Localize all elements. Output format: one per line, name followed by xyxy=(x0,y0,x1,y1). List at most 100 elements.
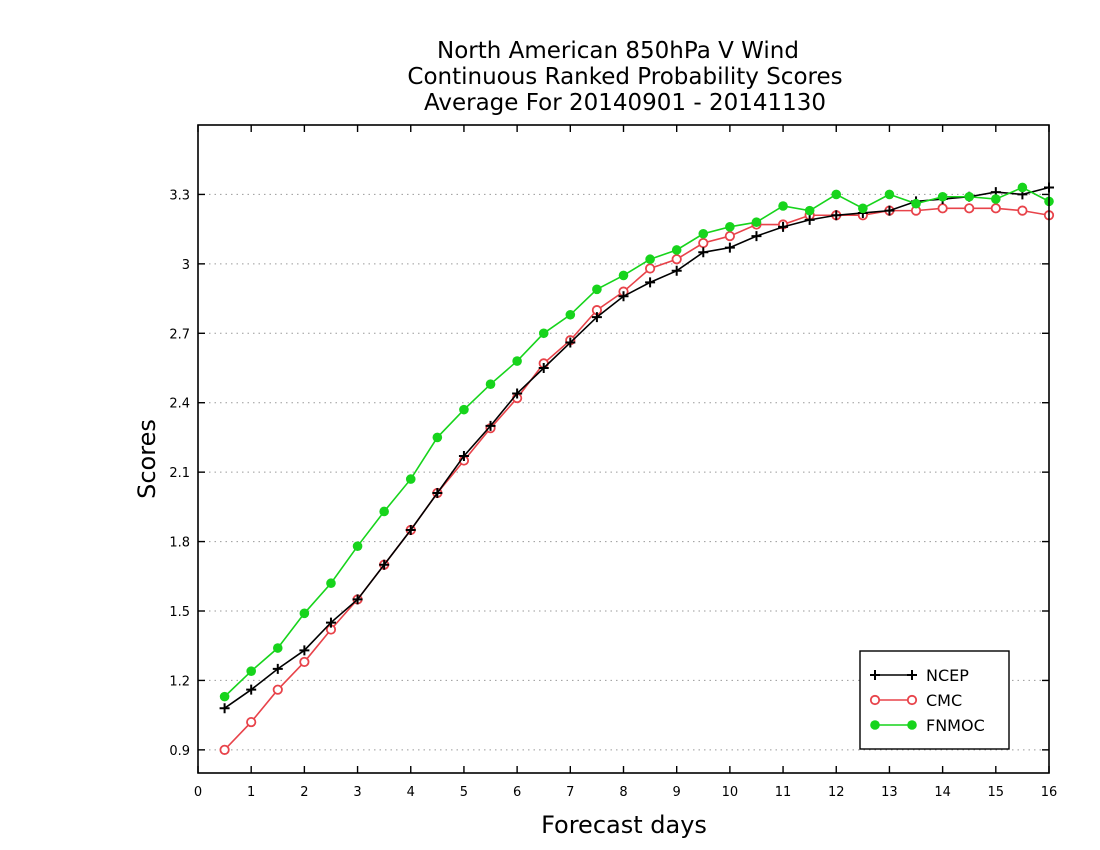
data-point-cmc xyxy=(246,716,257,728)
series-line-ncep xyxy=(224,186,1050,709)
x-tick-label: 4 xyxy=(407,785,415,800)
x-tick-label: 11 xyxy=(775,785,792,800)
data-point-cmc xyxy=(272,684,283,695)
data-point-ncep xyxy=(538,363,549,373)
data-point-fnmoc xyxy=(937,191,948,202)
chart-title: North American 850hPa V Wind Continuous … xyxy=(407,38,842,116)
data-point-fnmoc xyxy=(618,270,629,281)
data-point-fnmoc xyxy=(778,201,788,211)
data-point-fnmoc xyxy=(804,205,815,216)
data-point-fnmoc xyxy=(246,666,256,676)
y-tick-label: 3.3 xyxy=(169,188,190,203)
data-point-fnmoc xyxy=(858,203,868,214)
y-tick-label: 2.4 xyxy=(169,397,190,412)
data-point-fnmoc xyxy=(645,254,655,265)
data-point-ncep xyxy=(325,617,336,628)
legend-marker-ncep xyxy=(870,670,880,680)
legend-marker-cmc xyxy=(906,694,918,706)
data-point-ncep xyxy=(645,277,656,288)
data-point-ncep xyxy=(272,663,283,674)
data-point-fnmoc xyxy=(831,189,842,200)
data-point-ncep xyxy=(804,214,815,225)
data-point-fnmoc xyxy=(485,379,496,390)
title-line-3: Average For 20140901 - 20141130 xyxy=(424,90,826,116)
x-tick-label: 5 xyxy=(460,785,468,800)
data-point-fnmoc xyxy=(698,228,709,239)
series-layer xyxy=(219,182,1055,755)
data-point-ncep xyxy=(671,265,682,276)
x-tick-label: 7 xyxy=(566,785,574,800)
data-point-fnmoc xyxy=(751,217,762,227)
x-axis-ticks: 0 1 2 3 4 5 6 7 8 9 10 11 12 13 14 15 16 xyxy=(194,125,1057,800)
data-point-fnmoc xyxy=(379,506,389,517)
data-point-fnmoc xyxy=(964,191,975,202)
data-point-ncep xyxy=(432,487,443,498)
data-point-cmc xyxy=(964,203,975,214)
data-point-ncep xyxy=(379,559,390,570)
data-point-ncep xyxy=(724,242,735,253)
legend-item-ncep: NCEP xyxy=(870,666,969,685)
data-point-ncep xyxy=(458,450,469,461)
data-point-cmc xyxy=(219,744,230,755)
x-tick-label: 10 xyxy=(722,785,739,800)
data-point-ncep xyxy=(778,221,789,232)
x-tick-label: 16 xyxy=(1041,785,1058,800)
y-tick-label: 0.9 xyxy=(169,744,190,759)
data-point-ncep xyxy=(405,525,416,535)
legend-label-ncep: NCEP xyxy=(926,666,969,685)
data-point-ncep xyxy=(219,703,230,714)
legend-item-fnmoc: FNMOC xyxy=(870,716,985,735)
data-point-fnmoc xyxy=(884,189,895,200)
data-point-ncep xyxy=(751,231,762,242)
data-point-ncep xyxy=(591,312,602,323)
legend-marker-fnmoc xyxy=(870,720,880,730)
x-tick-label: 8 xyxy=(619,785,627,800)
data-point-fnmoc xyxy=(405,474,416,484)
data-point-ncep xyxy=(884,205,895,216)
title-line-2: Continuous Ranked Probability Scores xyxy=(407,64,842,90)
data-point-ncep xyxy=(698,247,709,258)
x-tick-label: 1 xyxy=(247,785,255,800)
legend-label-cmc: CMC xyxy=(926,691,962,710)
legend-marker-ncep xyxy=(907,670,917,680)
x-tick-label: 14 xyxy=(934,785,951,800)
data-point-cmc xyxy=(644,263,656,274)
legend-label-fnmoc: FNMOC xyxy=(926,716,985,735)
y-axis-ticks: 0.9 1.2 1.5 1.8 2.1 2.4 2.7 3 3.3 xyxy=(169,188,1049,759)
x-tick-label: 0 xyxy=(194,785,202,800)
y-tick-label: 2.7 xyxy=(169,327,190,342)
data-point-cmc xyxy=(990,203,1001,214)
data-point-fnmoc xyxy=(459,404,469,415)
legend-marker-fnmoc xyxy=(907,720,917,730)
data-point-fnmoc xyxy=(272,643,283,653)
legend-marker-cmc xyxy=(869,694,881,706)
data-point-fnmoc xyxy=(565,309,576,320)
data-point-ncep xyxy=(831,210,842,221)
data-point-fnmoc xyxy=(219,691,230,702)
x-tick-label: 3 xyxy=(353,785,361,800)
x-tick-label: 2 xyxy=(300,785,308,800)
y-tick-label: 1.5 xyxy=(169,605,190,620)
data-point-fnmoc xyxy=(352,541,363,551)
data-point-cmc xyxy=(299,656,310,668)
data-point-fnmoc xyxy=(911,198,921,209)
data-point-ncep xyxy=(485,420,496,431)
y-tick-label: 3 xyxy=(182,258,190,273)
data-point-fnmoc xyxy=(592,284,602,295)
x-tick-label: 15 xyxy=(988,785,1005,800)
data-point-fnmoc xyxy=(725,222,735,232)
legend: NCEP CMC FNMOC xyxy=(859,650,1010,750)
y-tick-label: 1.2 xyxy=(169,674,190,689)
data-point-fnmoc xyxy=(991,194,1001,204)
data-point-ncep xyxy=(512,388,523,399)
x-tick-label: 12 xyxy=(828,785,845,800)
data-point-fnmoc xyxy=(326,578,336,589)
data-point-fnmoc xyxy=(1017,182,1028,193)
data-point-cmc xyxy=(671,254,682,265)
legend-item-cmc: CMC xyxy=(869,691,962,710)
title-line-1: North American 850hPa V Wind xyxy=(437,38,799,64)
data-point-ncep xyxy=(246,684,257,695)
data-point-cmc xyxy=(698,237,709,249)
plot-area-frame xyxy=(197,124,1050,774)
series-ncep xyxy=(219,182,1054,714)
